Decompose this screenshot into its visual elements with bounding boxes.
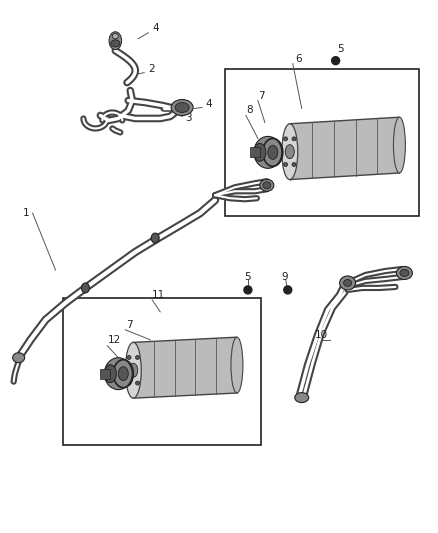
Text: 1: 1 [23, 208, 29, 218]
Text: 4: 4 [205, 99, 212, 109]
Ellipse shape [127, 381, 131, 385]
Ellipse shape [283, 137, 287, 141]
Text: 12: 12 [107, 335, 120, 345]
Text: 8: 8 [246, 106, 253, 116]
Ellipse shape [81, 283, 89, 293]
Ellipse shape [263, 182, 271, 189]
Ellipse shape [285, 144, 294, 159]
Ellipse shape [125, 342, 141, 398]
Text: 11: 11 [152, 290, 166, 300]
Ellipse shape [284, 286, 292, 294]
Text: 9: 9 [282, 272, 289, 282]
Ellipse shape [400, 270, 409, 277]
Ellipse shape [339, 276, 356, 290]
Ellipse shape [135, 356, 139, 359]
Ellipse shape [129, 364, 138, 377]
Ellipse shape [393, 117, 406, 173]
Ellipse shape [127, 356, 131, 359]
Ellipse shape [396, 266, 413, 279]
Ellipse shape [109, 32, 122, 50]
Ellipse shape [332, 56, 339, 64]
Ellipse shape [292, 137, 296, 141]
Ellipse shape [151, 233, 159, 243]
Ellipse shape [171, 100, 193, 116]
Ellipse shape [260, 179, 274, 191]
Ellipse shape [112, 34, 118, 39]
Ellipse shape [244, 286, 252, 294]
Ellipse shape [13, 353, 25, 362]
Text: 2: 2 [148, 63, 155, 74]
Ellipse shape [175, 102, 189, 112]
Polygon shape [133, 337, 237, 398]
Text: 7: 7 [126, 320, 133, 330]
Ellipse shape [283, 163, 287, 166]
Bar [64, 298, 261, 446]
Ellipse shape [135, 381, 139, 385]
Text: 4: 4 [152, 23, 159, 33]
Ellipse shape [292, 163, 296, 166]
Ellipse shape [282, 124, 298, 180]
Ellipse shape [254, 143, 266, 161]
Text: 5: 5 [338, 44, 344, 54]
Text: 3: 3 [185, 114, 192, 124]
Ellipse shape [104, 365, 117, 383]
Bar [100, 369, 110, 378]
Text: 10: 10 [314, 330, 328, 340]
Ellipse shape [268, 146, 278, 159]
Text: 7: 7 [258, 91, 265, 101]
Ellipse shape [111, 40, 120, 47]
Ellipse shape [343, 279, 352, 286]
Ellipse shape [254, 136, 282, 168]
Ellipse shape [104, 358, 132, 390]
Ellipse shape [118, 367, 128, 381]
Ellipse shape [231, 337, 243, 393]
Bar [225, 69, 419, 216]
Text: 5: 5 [244, 272, 251, 282]
Text: 6: 6 [295, 54, 301, 63]
Polygon shape [290, 117, 399, 180]
Ellipse shape [295, 393, 309, 402]
Bar [250, 148, 260, 157]
